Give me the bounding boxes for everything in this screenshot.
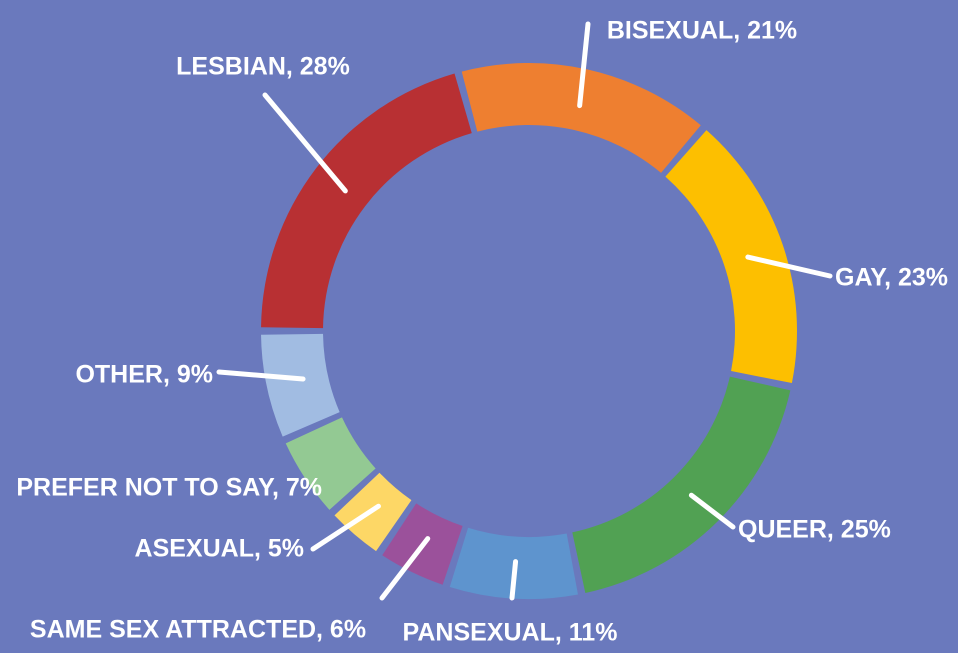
- data-label: GAY, 23%: [835, 264, 948, 292]
- data-label: ASEXUAL, 5%: [135, 535, 304, 563]
- donut-segment: [665, 130, 797, 384]
- data-label: BISEXUAL, 21%: [607, 17, 797, 45]
- leader-line: [509, 559, 519, 601]
- donut-segment: [572, 376, 791, 594]
- leader-line: [262, 92, 348, 194]
- donut-segment: [261, 333, 340, 437]
- donut-segment: [261, 73, 472, 329]
- data-label: PREFER NOT TO SAY, 7%: [16, 474, 322, 502]
- leader-line: [216, 369, 306, 382]
- leader-line: [688, 492, 736, 530]
- donut-segment: [285, 417, 376, 510]
- leader-line: [310, 503, 381, 552]
- leader-line: [379, 536, 431, 601]
- leader-line: [745, 254, 833, 279]
- donut-segment: [461, 63, 701, 173]
- data-label: OTHER, 9%: [75, 361, 213, 389]
- data-label: PANSEXUAL, 11%: [403, 619, 618, 647]
- data-label: QUEER, 25%: [738, 516, 891, 544]
- leader-line: [577, 21, 591, 109]
- data-label: LESBIAN, 28%: [176, 53, 350, 81]
- data-label: SAME SEX ATTRACTED, 6%: [30, 616, 366, 644]
